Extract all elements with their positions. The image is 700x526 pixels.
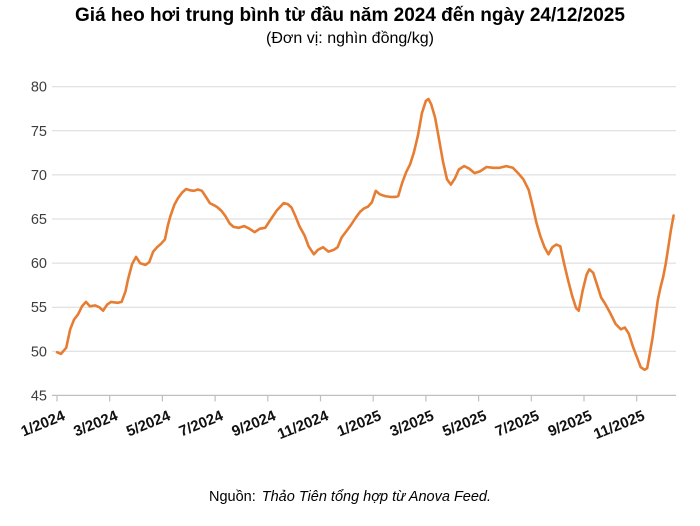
- x-tick-label: 1/2024: [19, 407, 69, 440]
- x-tick-label: 9/2024: [229, 407, 279, 440]
- x-tick-label: 3/2024: [71, 407, 121, 440]
- gridlines: [52, 86, 676, 352]
- source-text: Thảo Tiên tổng hợp từ Anova Feed.: [261, 489, 492, 505]
- x-tick-label: 3/2025: [387, 407, 436, 440]
- x-tick-label: 1/2025: [335, 407, 384, 440]
- x-tick-label: 9/2025: [546, 407, 595, 440]
- x-tick-label: 7/2025: [493, 407, 542, 440]
- x-axis: [52, 394, 676, 402]
- y-axis-labels: 45 50 55 60 65 70 75 80: [31, 80, 47, 405]
- y-tick-label: 50: [31, 344, 47, 360]
- x-tick-label: 7/2024: [177, 407, 227, 440]
- source-note: Nguồn: Thảo Tiên tổng hợp từ Anova Feed.: [0, 489, 700, 505]
- chart-title: Giá heo hơi trung bình từ đầu năm 2024 đ…: [75, 5, 625, 26]
- y-tick-label: 55: [31, 300, 47, 316]
- y-tick-label: 70: [31, 168, 47, 184]
- x-tick-label: 11/2025: [591, 407, 647, 443]
- price-line-series: [55, 97, 675, 372]
- y-tick-label: 45: [31, 388, 47, 404]
- x-tick-label: 11/2024: [275, 407, 331, 443]
- y-tick-label: 80: [31, 80, 47, 96]
- y-tick-label: 60: [31, 256, 47, 272]
- x-tick-label: 5/2025: [440, 407, 489, 440]
- y-tick-label: 65: [31, 212, 47, 228]
- source-prefix: Nguồn:: [208, 489, 256, 505]
- y-tick-label: 75: [31, 124, 47, 140]
- x-tick-label: 5/2024: [124, 407, 174, 440]
- chart-subtitle: (Đơn vị: nghìn đồng/kg): [266, 30, 434, 47]
